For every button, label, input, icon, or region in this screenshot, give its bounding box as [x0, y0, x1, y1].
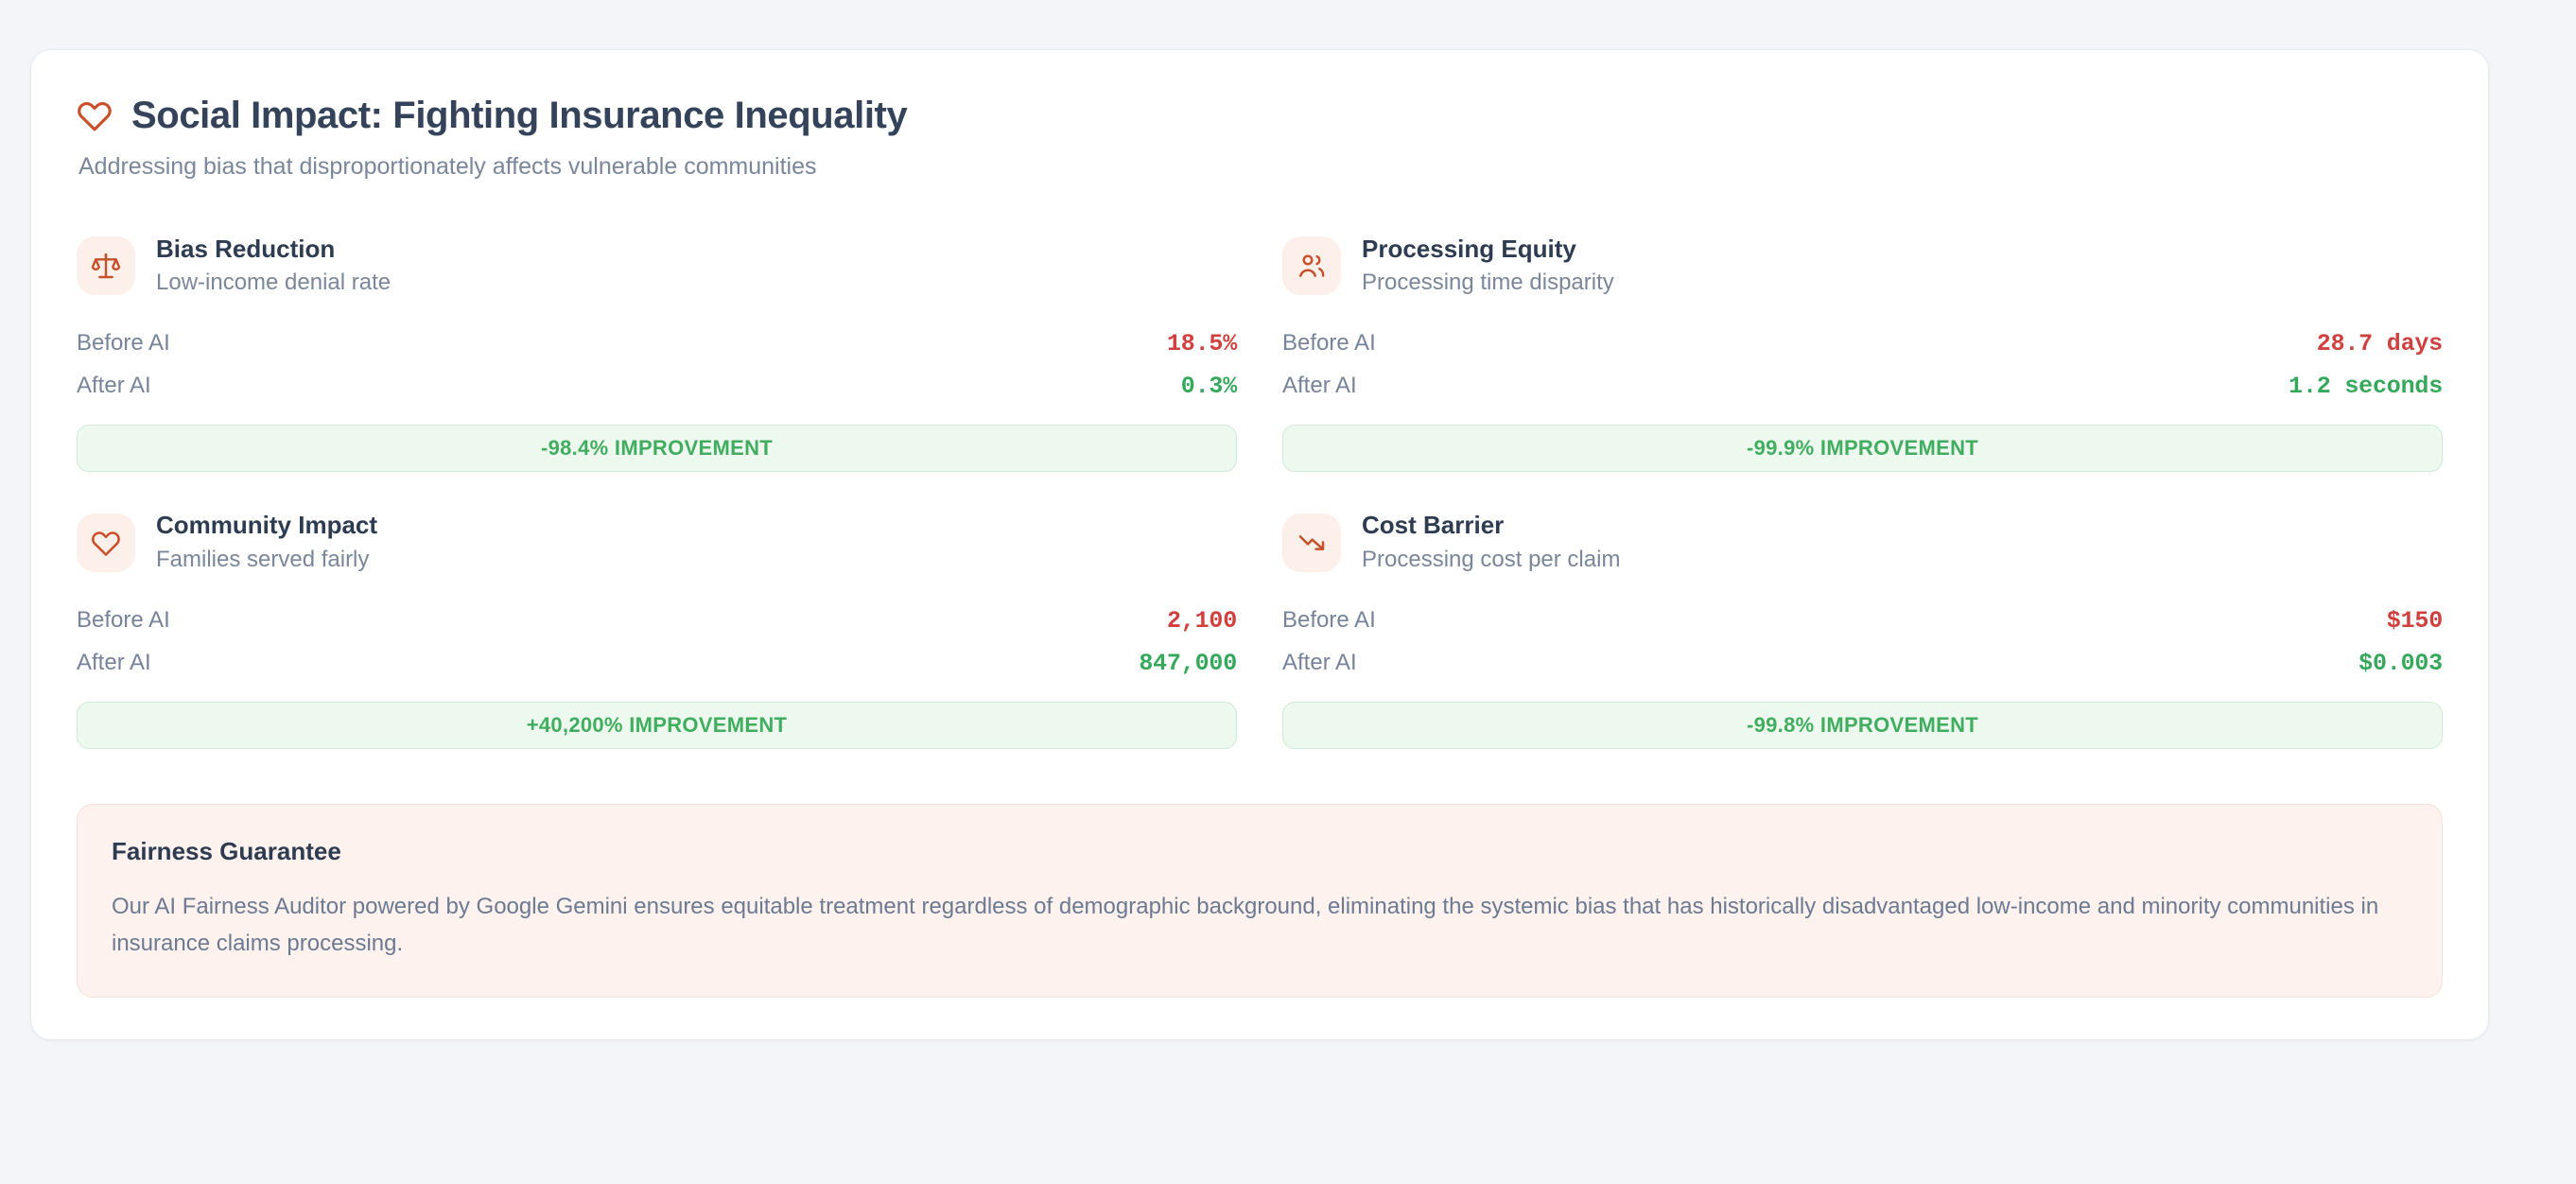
metric-title-block: Bias Reduction Low-income denial rate [156, 235, 391, 298]
before-label: Before AI [77, 606, 170, 633]
improvement-badge: -99.8% IMPROVEMENT [1282, 701, 2443, 749]
before-label: Before AI [77, 330, 170, 357]
metric-description: Processing time disparity [1362, 270, 1614, 296]
before-label: Before AI [1282, 606, 1376, 633]
metric-header: Processing Equity Processing time dispar… [1282, 235, 2443, 298]
title-row: Social Impact: Fighting Insurance Inequa… [77, 94, 2443, 137]
scales-balance-icon [77, 236, 135, 296]
heart-icon [77, 514, 135, 573]
metric-title-block: Processing Equity Processing time dispar… [1362, 235, 1614, 298]
after-value: 1.2 seconds [2289, 373, 2443, 401]
after-value: 0.3% [1180, 373, 1237, 401]
metric-header: Bias Reduction Low-income denial rate [77, 235, 1237, 298]
before-value: 18.5% [1166, 330, 1237, 358]
metric-description: Families served fairly [156, 547, 370, 573]
metric-header: Cost Barrier Processing cost per claim [1282, 511, 2443, 574]
metric-row-before: Before AI 18.5% [77, 323, 1237, 366]
metric-row-after: After AI $0.003 [1282, 643, 2443, 686]
before-value: 28.7 days [2316, 330, 2443, 358]
metric-grid: Bias Reduction Low-income denial rate Be… [77, 217, 2443, 770]
after-value: $0.003 [2358, 649, 2443, 677]
fairness-text: Our AI Fairness Auditor powered by Googl… [112, 893, 2379, 956]
metric-row-after: After AI 1.2 seconds [1282, 366, 2443, 409]
metric-name: Processing Equity [1362, 234, 1576, 263]
metric-row-before: Before AI 2,100 [77, 601, 1237, 643]
metric-description: Processing cost per claim [1362, 547, 1621, 573]
metric-title-block: Community Impact Families served fairly [156, 511, 378, 574]
after-label: After AI [77, 373, 151, 399]
panel-header: Social Impact: Fighting Insurance Inequa… [77, 94, 2443, 183]
social-impact-panel: Social Impact: Fighting Insurance Inequa… [30, 49, 2489, 1040]
before-value: $150 [2386, 606, 2443, 635]
after-value: 847,000 [1139, 649, 1237, 677]
metric-card-processing-equity: Processing Equity Processing time dispar… [1282, 217, 2443, 494]
metric-card-cost-barrier: Cost Barrier Processing cost per claim B… [1282, 493, 2443, 770]
after-label: After AI [77, 649, 151, 675]
improvement-badge: +40,200% IMPROVEMENT [77, 701, 1237, 749]
fairness-title: Fairness Guarantee [112, 836, 341, 865]
metric-row-before: Before AI 28.7 days [1282, 323, 2443, 366]
metric-name: Cost Barrier [1362, 511, 1505, 540]
before-value: 2,100 [1166, 606, 1237, 635]
after-label: After AI [1282, 373, 1357, 399]
metric-card-bias-reduction: Bias Reduction Low-income denial rate Be… [77, 217, 1237, 494]
metric-card-community-impact: Community Impact Families served fairly … [77, 493, 1237, 770]
metric-row-before: Before AI $150 [1282, 601, 2443, 643]
metric-row-after: After AI 0.3% [77, 366, 1237, 409]
improvement-badge: -99.9% IMPROVEMENT [1282, 425, 2443, 473]
improvement-badge: -98.4% IMPROVEMENT [77, 425, 1237, 473]
users-icon [1282, 236, 1341, 296]
metric-name: Bias Reduction [156, 234, 336, 263]
before-label: Before AI [1282, 330, 1376, 357]
heart-icon [77, 97, 113, 133]
fairness-guarantee-panel: Fairness Guarantee Our AI Fairness Audit… [77, 803, 2443, 998]
metric-row-after: After AI 847,000 [77, 643, 1237, 686]
panel-subtitle: Addressing bias that disproportionately … [78, 153, 817, 180]
metric-description: Low-income denial rate [156, 270, 392, 296]
metric-title-block: Cost Barrier Processing cost per claim [1362, 511, 1621, 574]
trending-down-icon [1282, 514, 1341, 573]
page-title: Social Impact: Fighting Insurance Inequa… [131, 95, 908, 136]
after-label: After AI [1282, 649, 1357, 675]
metric-name: Community Impact [156, 511, 378, 540]
metric-header: Community Impact Families served fairly [77, 511, 1237, 574]
